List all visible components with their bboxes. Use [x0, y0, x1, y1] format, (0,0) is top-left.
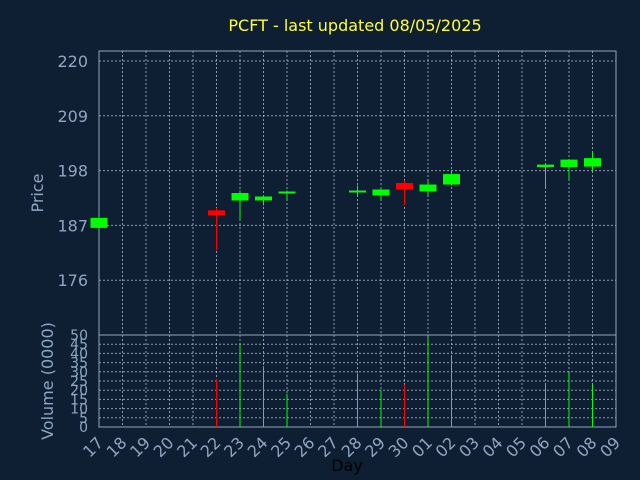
volume-tick-label: 0	[79, 420, 88, 436]
volume-tick-label: 15	[70, 392, 88, 408]
candle-body	[372, 189, 390, 196]
day-tick-label: 09	[596, 433, 624, 461]
candle-body	[560, 159, 578, 168]
day-axis-label: Day	[331, 456, 363, 475]
volume-tick-label: 30	[70, 365, 88, 381]
candle-body	[90, 217, 108, 228]
candle-body	[208, 210, 225, 216]
volume-tick-label: 35	[70, 356, 88, 372]
price-tick-label: 209	[57, 107, 88, 126]
volume-tick-label: 45	[70, 337, 88, 353]
volume-axis-label: Volume (0000)	[38, 322, 57, 440]
candle-body	[584, 158, 601, 167]
candle-body	[349, 190, 366, 193]
volume-tick-label: 5	[79, 411, 88, 427]
candle-body	[537, 164, 554, 168]
price-tick-labels: 176 187 198 209 220	[57, 52, 88, 290]
volume-tick-label: 20	[70, 383, 88, 399]
candle-body	[443, 174, 460, 185]
price-gridlines	[99, 51, 616, 335]
volume-tick-label: 40	[70, 346, 88, 362]
candle-body	[231, 193, 249, 201]
price-tick-label: 198	[57, 162, 88, 181]
volume-tick-label: 10	[70, 402, 88, 418]
volume-bars	[216, 336, 593, 427]
price-tick-label: 176	[57, 271, 88, 290]
volume-tick-label: 50	[70, 328, 88, 344]
price-candles	[90, 151, 601, 251]
candle-body	[278, 191, 296, 194]
chart-title: PCFT - last updated 08/05/2025	[228, 16, 481, 35]
volume-tick-label: 25	[70, 374, 88, 390]
price-tick-label: 220	[57, 52, 88, 71]
price-axis-label: Price	[28, 173, 47, 212]
candle-body	[255, 196, 272, 201]
candle-body	[396, 183, 413, 190]
candle-body	[419, 184, 437, 192]
price-tick-label: 187	[57, 216, 88, 235]
